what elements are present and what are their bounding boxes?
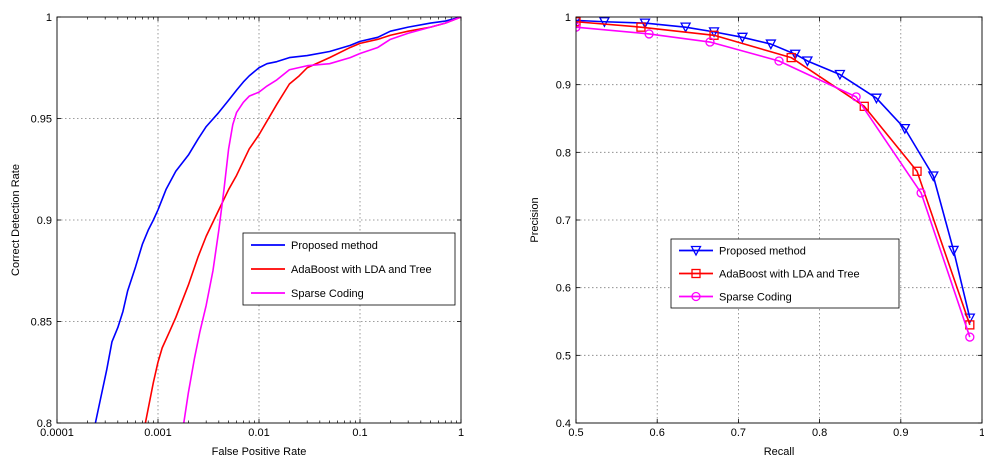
x-axis-label: Recall <box>764 446 795 458</box>
plot-area <box>576 17 982 423</box>
legend-marker <box>690 245 702 257</box>
data-point <box>965 332 975 342</box>
series-line <box>576 20 971 326</box>
x-tick-label: 0.1 <box>352 427 367 439</box>
axes-box <box>575 16 983 424</box>
legend-label: AdaBoost with LDA and Tree <box>291 264 432 276</box>
y-tick-label: 0.85 <box>31 317 52 329</box>
precision-recall-chart: 0.5 0.6 0.7 0.8 0.9 10.40.50.60.70.80.91Recal… <box>529 12 984 458</box>
data-point <box>789 49 801 61</box>
series-line <box>576 26 971 338</box>
legend-label: Sparse Coding <box>291 288 364 300</box>
series-3 <box>576 22 975 342</box>
y-tick-label: 0.9 <box>37 215 52 227</box>
series-3 <box>182 17 461 423</box>
series-line <box>94 17 461 423</box>
y-tick-label: 0.8 <box>556 147 571 159</box>
x-tick-label: 0.5 <box>568 427 583 439</box>
data-point <box>636 22 646 32</box>
series-2 <box>144 17 461 423</box>
legend-label: Proposed method <box>291 240 378 252</box>
legend-marker <box>691 291 701 302</box>
legend: Proposed method AdaBoost with LDA and Tre… <box>670 238 900 309</box>
legend: Proposed method AdaBoost with LDA and Tre… <box>242 232 456 306</box>
series-line <box>182 17 461 423</box>
y-tick-label: 0.4 <box>556 418 571 430</box>
x-tick-label: 1 <box>458 427 464 439</box>
legend-marker <box>691 268 701 279</box>
data-point <box>912 166 922 176</box>
data-point <box>576 17 581 27</box>
series-1 <box>94 17 461 423</box>
data-point <box>736 32 749 44</box>
x-tick-label: 0.0001 <box>40 427 74 439</box>
legend-label: Proposed method <box>719 246 806 258</box>
data-point <box>774 56 784 66</box>
data-point <box>927 171 939 182</box>
y-tick-label: 0.6 <box>556 283 571 295</box>
x-tick-label: 1 <box>979 427 984 439</box>
x-tick-label: 0.8 <box>812 427 827 439</box>
data-point <box>644 29 654 39</box>
data-point <box>576 17 581 27</box>
y-tick-label: 0.7 <box>556 215 571 227</box>
x-tick-label: 0.6 <box>650 427 665 439</box>
data-point <box>786 52 796 63</box>
x-tick-label: 0.001 <box>144 427 172 439</box>
y-tick-label: 0.5 <box>556 350 571 362</box>
data-point <box>916 188 926 198</box>
data-point <box>859 101 869 111</box>
data-point <box>801 56 813 67</box>
y-axis-label: Correct Detection Rate <box>10 164 22 276</box>
legend-label: Sparse Coding <box>719 292 792 304</box>
data-point <box>705 37 715 47</box>
x-tick-label: 0.9 <box>893 427 908 439</box>
y-tick-label: 0.9 <box>556 80 571 92</box>
y-axis-label: Precision <box>529 197 541 242</box>
data-point <box>948 245 960 257</box>
series-line <box>144 17 461 423</box>
legend-label: AdaBoost with LDA and Tree <box>719 269 860 281</box>
x-axis-label: False Positive Rate <box>212 446 307 458</box>
x-tick-label: 0.7 <box>731 427 746 439</box>
data-point <box>598 17 610 28</box>
data-point <box>709 30 719 40</box>
roc-chart: 0.0001 0.001 0.01 0.1 1 0.8 0.85 0.9 0.95 1 False … <box>10 12 464 458</box>
y-tick-label: 0.95 <box>31 114 52 126</box>
data-point <box>765 39 777 50</box>
data-point <box>851 92 861 102</box>
data-point <box>680 22 692 34</box>
axes-box <box>56 16 462 424</box>
y-tick-label: 1 <box>565 12 571 24</box>
data-point <box>899 124 911 135</box>
y-tick-label: 0.8 <box>37 418 52 430</box>
data-point <box>834 69 846 81</box>
x-tick-label: 0.01 <box>248 427 269 439</box>
data-point <box>870 93 883 105</box>
y-tick-label: 1 <box>46 12 52 24</box>
data-point <box>576 22 581 32</box>
data-point <box>708 27 720 38</box>
